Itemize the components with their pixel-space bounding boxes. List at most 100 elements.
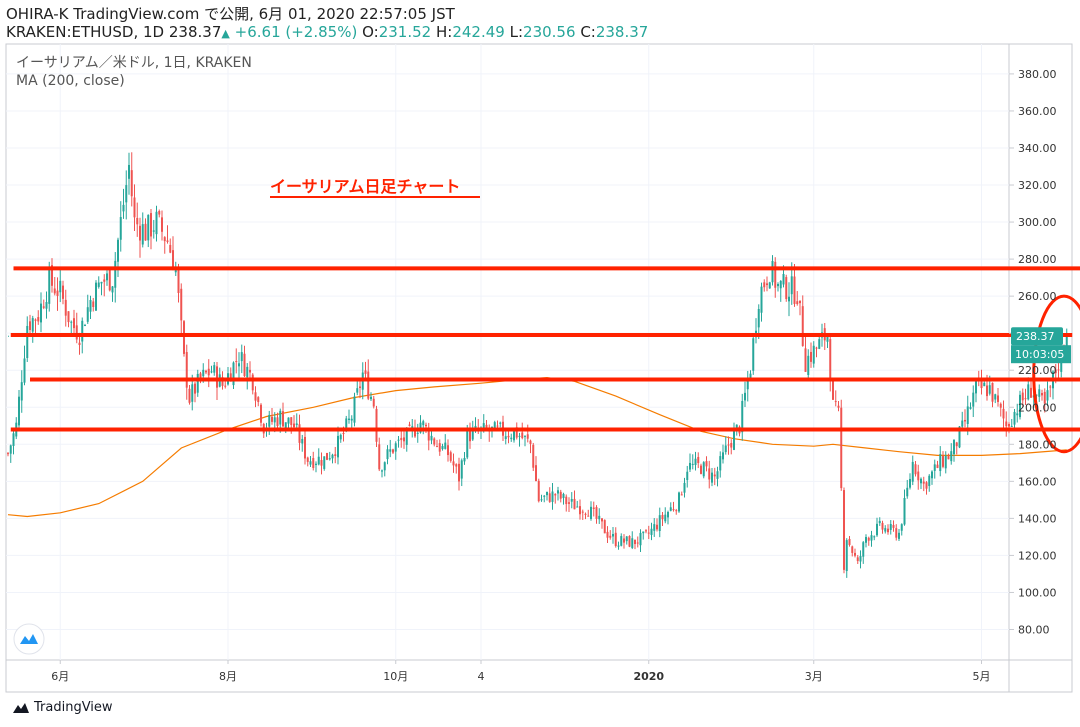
- high-label: H:: [435, 23, 453, 41]
- candle-body: [199, 373, 202, 379]
- candle-body: [268, 414, 271, 427]
- candle-body: [834, 401, 837, 403]
- candle-body: [312, 458, 315, 468]
- candle-body: [452, 461, 455, 466]
- candle-body: [339, 434, 342, 440]
- tradingview-icon: [13, 702, 29, 713]
- candle-body: [898, 532, 900, 539]
- candle-body: [328, 458, 331, 460]
- candle-body: [595, 507, 598, 519]
- candle-body: [832, 378, 834, 400]
- candle-body: [386, 449, 389, 460]
- candle-body: [507, 435, 510, 438]
- candle-body: [141, 224, 144, 245]
- candle-body: [372, 398, 375, 407]
- candle-body: [31, 318, 34, 332]
- candle-body: [397, 439, 400, 441]
- candle-body: [950, 451, 953, 462]
- candle-body: [592, 507, 595, 509]
- candle-body: [191, 384, 194, 402]
- footer: TradingView: [12, 700, 113, 715]
- candle-body: [383, 462, 386, 471]
- candle-body: [422, 421, 425, 426]
- y-tick-label: 260.00: [1018, 290, 1057, 303]
- y-tick-label: 300.00: [1018, 216, 1057, 229]
- candle-body: [433, 438, 436, 445]
- candle-body: [524, 435, 526, 437]
- countdown-badge: [1011, 345, 1071, 364]
- candle-body: [716, 471, 719, 479]
- candle-body: [1057, 369, 1060, 371]
- candle-body: [966, 406, 969, 424]
- candle-body: [590, 506, 592, 519]
- symbol-label: KRAKEN:ETHUSD, 1D: [6, 23, 165, 41]
- candle-body: [194, 383, 196, 394]
- candle-body: [741, 400, 744, 433]
- y-tick-label: 120.00: [1018, 549, 1057, 562]
- y-tick-label: 200.00: [1018, 401, 1057, 414]
- candle-body: [108, 269, 111, 291]
- candle-body: [760, 286, 763, 313]
- candle-body: [818, 339, 821, 349]
- candle-body: [147, 214, 150, 241]
- candle-body: [180, 288, 183, 321]
- candle-body: [672, 509, 675, 511]
- candle-body: [334, 454, 337, 456]
- candle-body: [75, 325, 78, 340]
- low-value: 230.56: [523, 23, 576, 41]
- candle-body: [944, 455, 947, 469]
- candle-body: [408, 424, 411, 426]
- candle-body: [653, 524, 656, 531]
- candle-body: [620, 536, 623, 546]
- candle-body: [763, 282, 766, 288]
- candle-body: [342, 432, 345, 434]
- candle-body: [95, 282, 97, 311]
- candle-body: [669, 507, 672, 511]
- candle-body: [128, 164, 130, 179]
- candle-body: [317, 456, 320, 465]
- candle-body: [70, 321, 73, 323]
- candle-body: [782, 273, 785, 285]
- candle-body: [975, 380, 977, 394]
- candle-body: [405, 428, 408, 445]
- y-tick-label: 340.00: [1018, 142, 1057, 155]
- candle-body: [293, 423, 295, 428]
- x-tick-label: 4: [478, 670, 485, 683]
- candle-body: [183, 321, 185, 354]
- candle-body: [576, 506, 579, 508]
- candle-body: [603, 520, 606, 534]
- candle-body: [579, 506, 581, 515]
- candle-body: [177, 267, 180, 293]
- candle-body: [606, 531, 609, 538]
- candle-body: [447, 445, 449, 456]
- candle-body: [557, 490, 559, 494]
- candle-body: [1024, 398, 1027, 400]
- candle-body: [48, 268, 51, 304]
- candle-body: [348, 418, 350, 420]
- candle-body: [367, 371, 370, 399]
- candle-body: [444, 442, 447, 449]
- candle-body: [1002, 408, 1005, 419]
- candle-body: [969, 407, 972, 409]
- candle-body: [337, 435, 339, 458]
- candle-body: [642, 531, 645, 534]
- candle-body: [887, 528, 889, 533]
- y-tick-label: 320.00: [1018, 179, 1057, 192]
- candle-body: [304, 436, 306, 459]
- candle-body: [785, 277, 788, 300]
- candle-body: [955, 442, 958, 447]
- candle-body: [356, 388, 359, 393]
- highlight-ellipse: [1032, 294, 1080, 454]
- candle-body: [287, 417, 290, 424]
- candle-body: [876, 523, 878, 536]
- candle-body: [1008, 424, 1010, 427]
- candle-body: [746, 380, 749, 390]
- up-arrow-icon: ▲: [221, 27, 230, 40]
- candle-body: [925, 482, 928, 489]
- candle-body: [537, 480, 540, 502]
- price-chart[interactable]: 80.00 100.00 120.00 140.00 160.00 180.00 200.0…: [0, 42, 1080, 695]
- candle-body: [878, 520, 881, 524]
- tradingview-logo-button[interactable]: [13, 623, 45, 655]
- candle-body: [144, 223, 147, 241]
- x-tick-label: 2020: [633, 670, 664, 683]
